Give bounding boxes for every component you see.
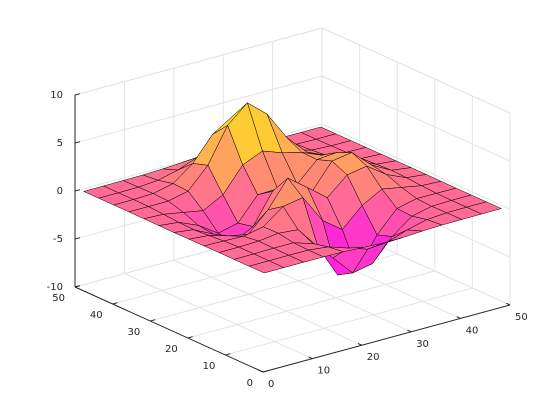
z-tick <box>74 141 81 144</box>
y-tick-label: 20 <box>165 344 178 355</box>
z-tick-label: 10 <box>50 90 63 101</box>
grid-line <box>124 273 313 360</box>
grid-line <box>321 27 511 114</box>
x-tick-label: 40 <box>466 325 479 336</box>
grid-line <box>74 75 323 144</box>
y-tick <box>112 302 118 305</box>
surface <box>83 102 502 276</box>
y-axis-line <box>74 286 264 373</box>
z-tick <box>74 189 81 192</box>
y-tick-label: 50 <box>52 293 65 304</box>
z-tick <box>74 93 81 96</box>
z-tick-label: 0 <box>57 186 63 197</box>
grid-line <box>321 123 511 210</box>
z-tick <box>74 237 81 240</box>
y-tick-label: 30 <box>127 327 140 338</box>
x-tick <box>456 316 461 319</box>
x-tick <box>407 329 412 333</box>
z-tick-label: -10 <box>47 282 63 293</box>
x-tick <box>505 302 511 306</box>
y-tick-label: 40 <box>90 310 103 321</box>
x-tick <box>357 343 363 346</box>
x-tick-label: 20 <box>367 352 380 363</box>
y-tick-label: 10 <box>203 361 216 372</box>
grid-line <box>225 287 473 356</box>
y-tick <box>225 353 231 356</box>
x-tick-label: 10 <box>317 366 330 377</box>
grid-line <box>173 259 363 346</box>
y-tick-label: 0 <box>247 378 253 389</box>
x-tick-label: 0 <box>268 379 274 390</box>
x-tick-label: 30 <box>416 339 429 350</box>
y-tick <box>187 336 193 339</box>
z-tick-label: -5 <box>53 234 63 245</box>
x-tick <box>258 369 264 373</box>
grid-line <box>321 75 511 162</box>
x-axis-line <box>262 304 511 373</box>
z-tick-label: 5 <box>57 138 63 149</box>
y-tick <box>150 319 156 322</box>
y-tick <box>262 370 269 373</box>
z-tick <box>74 285 81 288</box>
grid-line <box>187 270 435 339</box>
x-tick <box>308 356 313 360</box>
x-tick-label: 50 <box>515 312 528 323</box>
surface-face <box>248 260 285 274</box>
grid-line <box>74 27 323 96</box>
